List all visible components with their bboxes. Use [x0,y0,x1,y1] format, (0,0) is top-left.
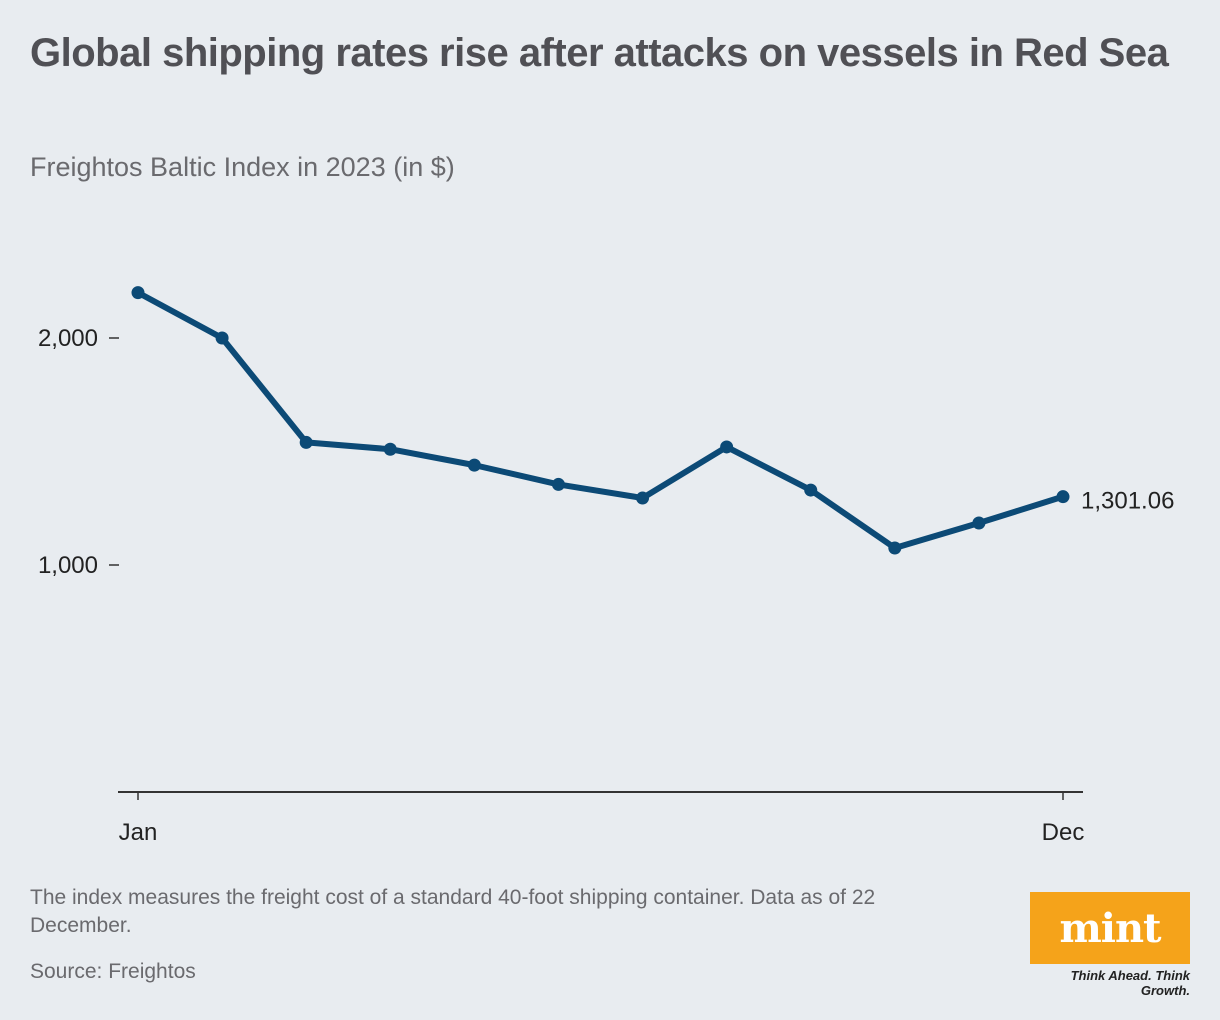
y-tick-label: 1,000 [38,552,98,579]
y-tick-label: 2,000 [38,325,98,352]
chart-subtitle: Freightos Baltic Index in 2023 (in $) [30,152,455,182]
data-point [467,458,481,472]
data-point [551,477,565,491]
data-point [804,483,818,497]
data-point [636,491,650,505]
data-point [215,331,229,345]
footnote: The index measures the freight cost of a… [30,886,876,937]
data-point [1056,490,1070,504]
chart-title: Global shipping rates rise after attacks… [30,31,1169,75]
source-note: Source: Freightos [30,960,196,983]
data-point [299,435,313,449]
logo-wordmark: mint [1059,904,1161,952]
x-tick-label: Dec [1042,819,1085,846]
data-point [972,516,986,530]
data-point [888,541,902,555]
mint-logo: mint [1030,892,1190,964]
series-line [135,289,1066,551]
x-tick-label: Jan [119,819,158,846]
data-point [383,442,397,456]
data-point [720,440,734,454]
logo-tagline: Think Ahead. Think Growth. [1070,968,1190,998]
line-chart: Jan Dec 1,000 2,000 1,301.06 [38,286,1174,846]
data-point [131,286,145,300]
end-value-label: 1,301.06 [1081,488,1174,515]
